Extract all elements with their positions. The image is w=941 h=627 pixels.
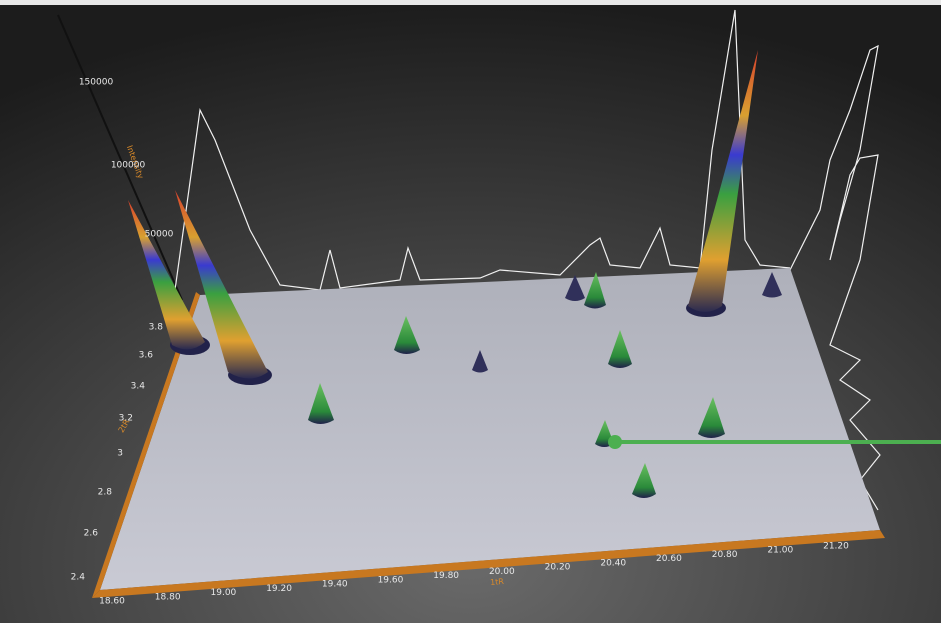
second-axis-tick-label: 3.8 <box>149 323 164 333</box>
first-axis-tick-label: 19.20 <box>266 584 292 594</box>
first-axis-tick-label: 19.40 <box>322 580 348 590</box>
surface <box>100 268 880 590</box>
second-axis-tick-label: 3 <box>117 449 123 459</box>
peak <box>175 190 268 379</box>
first-axis-tick-label: 20.40 <box>600 558 626 568</box>
peak <box>632 463 656 498</box>
first-axis-tick-label: 20.80 <box>712 550 738 560</box>
peak <box>584 272 606 309</box>
first-axis-tick-label: 18.80 <box>155 592 181 602</box>
first-axis-tick-label: 21.20 <box>823 542 849 552</box>
second-axis-tick-label: 2.6 <box>84 529 99 539</box>
second-axis-bar <box>92 292 200 598</box>
first-axis-title: 1tR <box>490 577 505 587</box>
second-axis-tick-label: 2.8 <box>98 488 113 498</box>
peak <box>698 397 725 438</box>
second-axis-tick-label: 3.2 <box>119 414 133 424</box>
first-axis-tick-label: 19.60 <box>378 575 404 585</box>
peak <box>688 50 758 312</box>
projection-traces <box>174 9 881 511</box>
first-axis-tick-label: 21.00 <box>767 546 793 556</box>
intensity-tick-label: 100000 <box>111 161 146 171</box>
top-border <box>0 0 941 5</box>
peak <box>128 200 205 350</box>
first-axis-tick-label: 19.80 <box>433 571 459 581</box>
second-axis-tick-label: 3.4 <box>131 382 146 392</box>
peak <box>762 272 782 298</box>
first-axis-tick-label: 18.60 <box>99 597 125 607</box>
intensity-tick-label: 150000 <box>79 78 114 88</box>
peak <box>308 383 334 424</box>
intensity-tick-label: 50000 <box>145 230 174 240</box>
first-axis-bar <box>92 530 885 598</box>
peak <box>608 330 632 368</box>
first-axis-tick-label: 20.60 <box>656 554 682 564</box>
peak <box>472 350 488 373</box>
peak <box>394 316 420 354</box>
first-axis-tick-label: 19.00 <box>211 588 237 598</box>
pointer-dot <box>608 435 622 449</box>
second-axis-tick-label: 3.6 <box>139 351 154 361</box>
intensity-axis-line <box>57 14 183 301</box>
first-axis-tick-label: 20.20 <box>545 563 571 573</box>
peaks <box>128 50 782 498</box>
peak <box>565 275 585 301</box>
second-axis-tick-label: 2.4 <box>71 573 86 583</box>
first-axis-tick-label: 20.00 <box>489 567 515 577</box>
